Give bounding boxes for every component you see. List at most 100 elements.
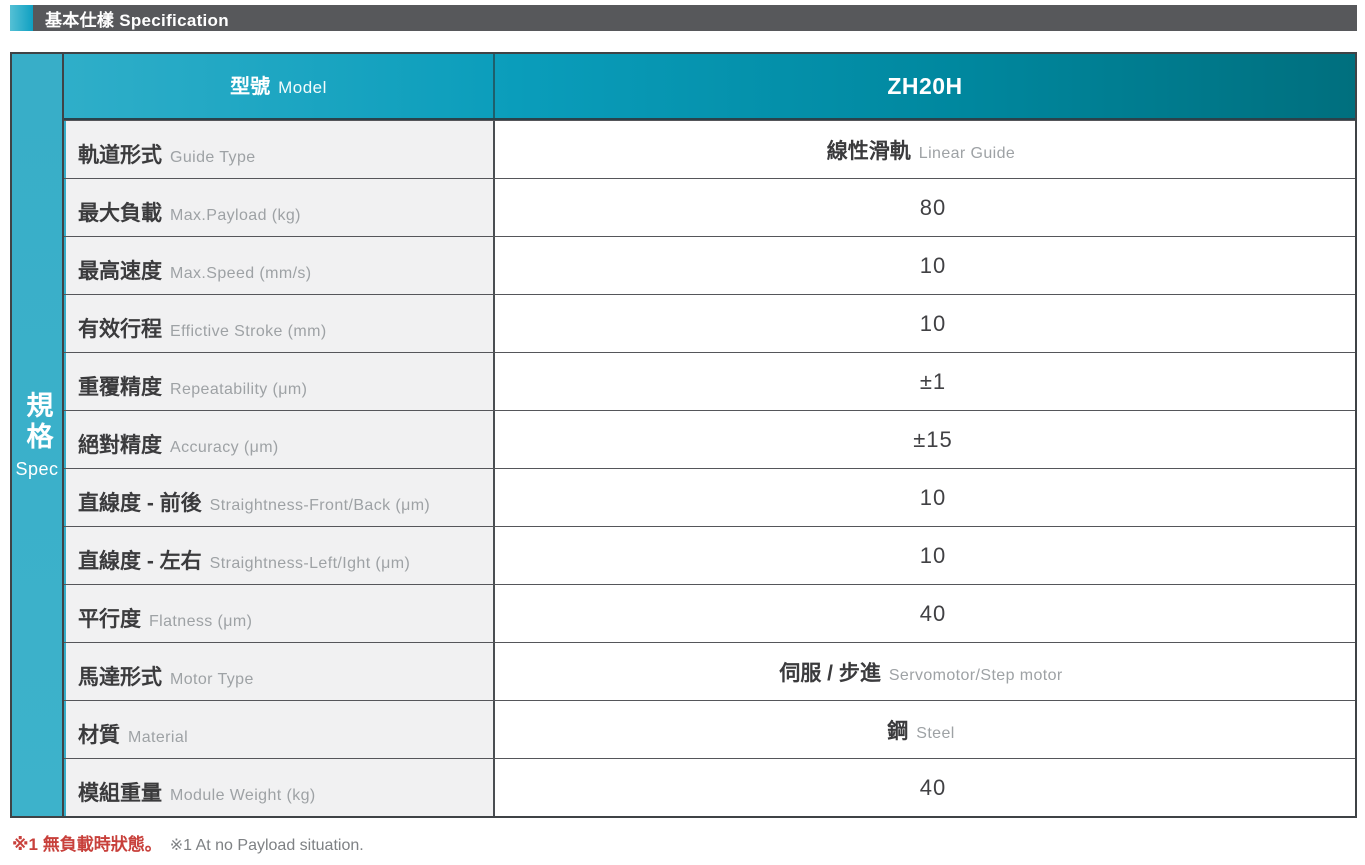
spec-value-cell: 線性滑軌 Linear Guide <box>493 121 1355 178</box>
footnote: ※1 無負載時狀態。 ※1 At no Payload situation. <box>12 830 1365 855</box>
spec-label-cell: 馬達形式 Motor Type <box>64 643 493 700</box>
spec-value-number: 10 <box>919 252 947 278</box>
section-title-bar: 基本仕樣 Specification <box>33 5 1357 31</box>
spec-value: 伺服 / 步進 Servomotor/Step motor <box>779 657 1070 687</box>
model-header-en: Model <box>278 78 327 97</box>
section-header: 基本仕樣 Specification <box>0 5 1365 31</box>
spec-value-number: 80 <box>919 194 947 220</box>
spec-value: 10 <box>904 311 946 337</box>
sidebar-label-en: Spec <box>15 458 59 479</box>
spec-value: 10 <box>904 253 946 279</box>
spec-label-zh: 有效行程 <box>78 318 162 341</box>
table-row: 軌道形式 Guide Type 線性滑軌 Linear Guide <box>64 120 1355 178</box>
spec-label-en: Repeatability (μm) <box>170 381 308 398</box>
spec-rows: 型號 Model ZH20H 軌道形式 Guide Type 線性滑軌 Line… <box>64 54 1355 816</box>
spec-label-zh: 馬達形式 <box>78 666 162 689</box>
spec-value: 10 <box>904 543 946 569</box>
spec-label-cell: 絕對精度 Accuracy (μm) <box>64 411 493 468</box>
spec-value: ±15 <box>897 427 953 453</box>
table-row: 直線度 - 左右 Straightness-Left/Ight (μm) 10 <box>64 526 1355 584</box>
spec-label-cell: 最大負載 Max.Payload (kg) <box>64 179 493 236</box>
spec-label-en: Module Weight (kg) <box>170 787 316 804</box>
table-row: 有效行程 Effictive Stroke (mm) 10 <box>64 294 1355 352</box>
spec-value: ±1 <box>904 369 946 395</box>
spec-value-zh: 線性滑軌 <box>826 139 911 163</box>
footnote-en: ※1 At no Payload situation. <box>169 837 364 854</box>
table-row: 直線度 - 前後 Straightness-Front/Back (μm) 10 <box>64 468 1355 526</box>
spec-label-en: Material <box>128 729 189 746</box>
spec-value-cell: ±1 <box>493 353 1355 410</box>
spec-label-cell: 平行度 Flatness (μm) <box>64 585 493 642</box>
spec-value-number: ±15 <box>913 426 953 452</box>
spec-label-en: Straightness-Left/Ight (μm) <box>209 555 411 572</box>
spec-value: 40 <box>904 601 946 627</box>
spec-value-en: Linear Guide <box>918 144 1016 162</box>
model-name-cell: ZH20H <box>493 54 1355 118</box>
table-header-row: 型號 Model ZH20H <box>64 54 1355 120</box>
spec-label-en: Flatness (μm) <box>149 613 253 630</box>
model-header-cell: 型號 Model <box>64 54 493 118</box>
spec-label-cell: 有效行程 Effictive Stroke (mm) <box>64 295 493 352</box>
spec-value: 鋼 Steel <box>887 715 962 745</box>
spec-value-cell: 10 <box>493 237 1355 294</box>
accent-square-icon <box>10 5 33 31</box>
spec-value-zh: 伺服 / 步進 <box>779 661 881 685</box>
spec-value-number: ±1 <box>919 368 947 394</box>
spec-value: 線性滑軌 Linear Guide <box>827 135 1023 165</box>
spec-sidebar: 規格 Spec <box>12 54 64 816</box>
spec-label-zh: 直線度 - 左右 <box>78 550 202 573</box>
table-row: 重覆精度 Repeatability (μm) ±1 <box>64 352 1355 410</box>
spec-value-number: 40 <box>919 600 947 626</box>
spec-value-cell: 10 <box>493 469 1355 526</box>
spec-label-cell: 直線度 - 左右 Straightness-Left/Ight (μm) <box>64 527 493 584</box>
spec-label-cell: 重覆精度 Repeatability (μm) <box>64 353 493 410</box>
spec-value-en: Steel <box>916 724 955 742</box>
spec-label-cell: 最高速度 Max.Speed (mm/s) <box>64 237 493 294</box>
spec-label-en: Max.Speed (mm/s) <box>170 265 312 282</box>
spec-value-en: Servomotor/Step motor <box>888 666 1063 684</box>
spec-value-number: 10 <box>919 310 947 336</box>
table-row: 最大負載 Max.Payload (kg) 80 <box>64 178 1355 236</box>
spec-value-cell: 10 <box>493 295 1355 352</box>
spec-value-cell: ±15 <box>493 411 1355 468</box>
model-name: ZH20H <box>887 72 963 99</box>
spec-label-zh: 重覆精度 <box>78 376 162 399</box>
spec-label-zh: 平行度 <box>78 608 141 631</box>
table-row: 平行度 Flatness (μm) 40 <box>64 584 1355 642</box>
spec-label-en: Straightness-Front/Back (μm) <box>209 497 431 514</box>
spec-label-cell: 直線度 - 前後 Straightness-Front/Back (μm) <box>64 469 493 526</box>
spec-label-zh: 模組重量 <box>78 782 162 805</box>
section-title: 基本仕樣 Specification <box>45 10 229 30</box>
spec-value-number: 40 <box>919 774 947 800</box>
spec-label-en: Effictive Stroke (mm) <box>170 323 327 340</box>
spec-label-zh: 直線度 - 前後 <box>78 492 202 515</box>
spec-label-en: Accuracy (μm) <box>170 439 279 456</box>
spec-label-en: Max.Payload (kg) <box>170 207 301 224</box>
spec-label-zh: 最高速度 <box>78 260 162 283</box>
spec-value: 80 <box>904 195 946 221</box>
table-row: 絕對精度 Accuracy (μm) ±15 <box>64 410 1355 468</box>
table-row: 模組重量 Module Weight (kg) 40 <box>64 758 1355 816</box>
spec-value-cell: 鋼 Steel <box>493 701 1355 758</box>
spec-label-en: Motor Type <box>170 671 254 688</box>
spec-table: 規格 Spec 型號 Model ZH20H 軌道形式 Guide Type 線… <box>10 52 1357 818</box>
spec-label-cell: 軌道形式 Guide Type <box>64 121 493 178</box>
spec-label-zh: 材質 <box>78 724 120 747</box>
table-row: 馬達形式 Motor Type 伺服 / 步進 Servomotor/Step … <box>64 642 1355 700</box>
spec-value-cell: 10 <box>493 527 1355 584</box>
sidebar-label-zh: 規格 <box>22 390 53 453</box>
spec-value-cell: 40 <box>493 585 1355 642</box>
spec-label-zh: 軌道形式 <box>78 144 162 167</box>
spec-value-number: 10 <box>919 542 947 568</box>
spec-label-cell: 材質 Material <box>64 701 493 758</box>
spec-value-cell: 伺服 / 步進 Servomotor/Step motor <box>493 643 1355 700</box>
spec-value: 40 <box>904 775 946 801</box>
spec-value-number: 10 <box>919 484 947 510</box>
spec-value-zh: 鋼 <box>887 719 909 743</box>
footnote-zh: ※1 無負載時狀態。 <box>12 835 162 854</box>
spec-label-zh: 最大負載 <box>78 202 162 225</box>
spec-label-zh: 絕對精度 <box>78 434 162 457</box>
spec-label-cell: 模組重量 Module Weight (kg) <box>64 759 493 816</box>
table-row: 最高速度 Max.Speed (mm/s) 10 <box>64 236 1355 294</box>
spec-value-cell: 40 <box>493 759 1355 816</box>
